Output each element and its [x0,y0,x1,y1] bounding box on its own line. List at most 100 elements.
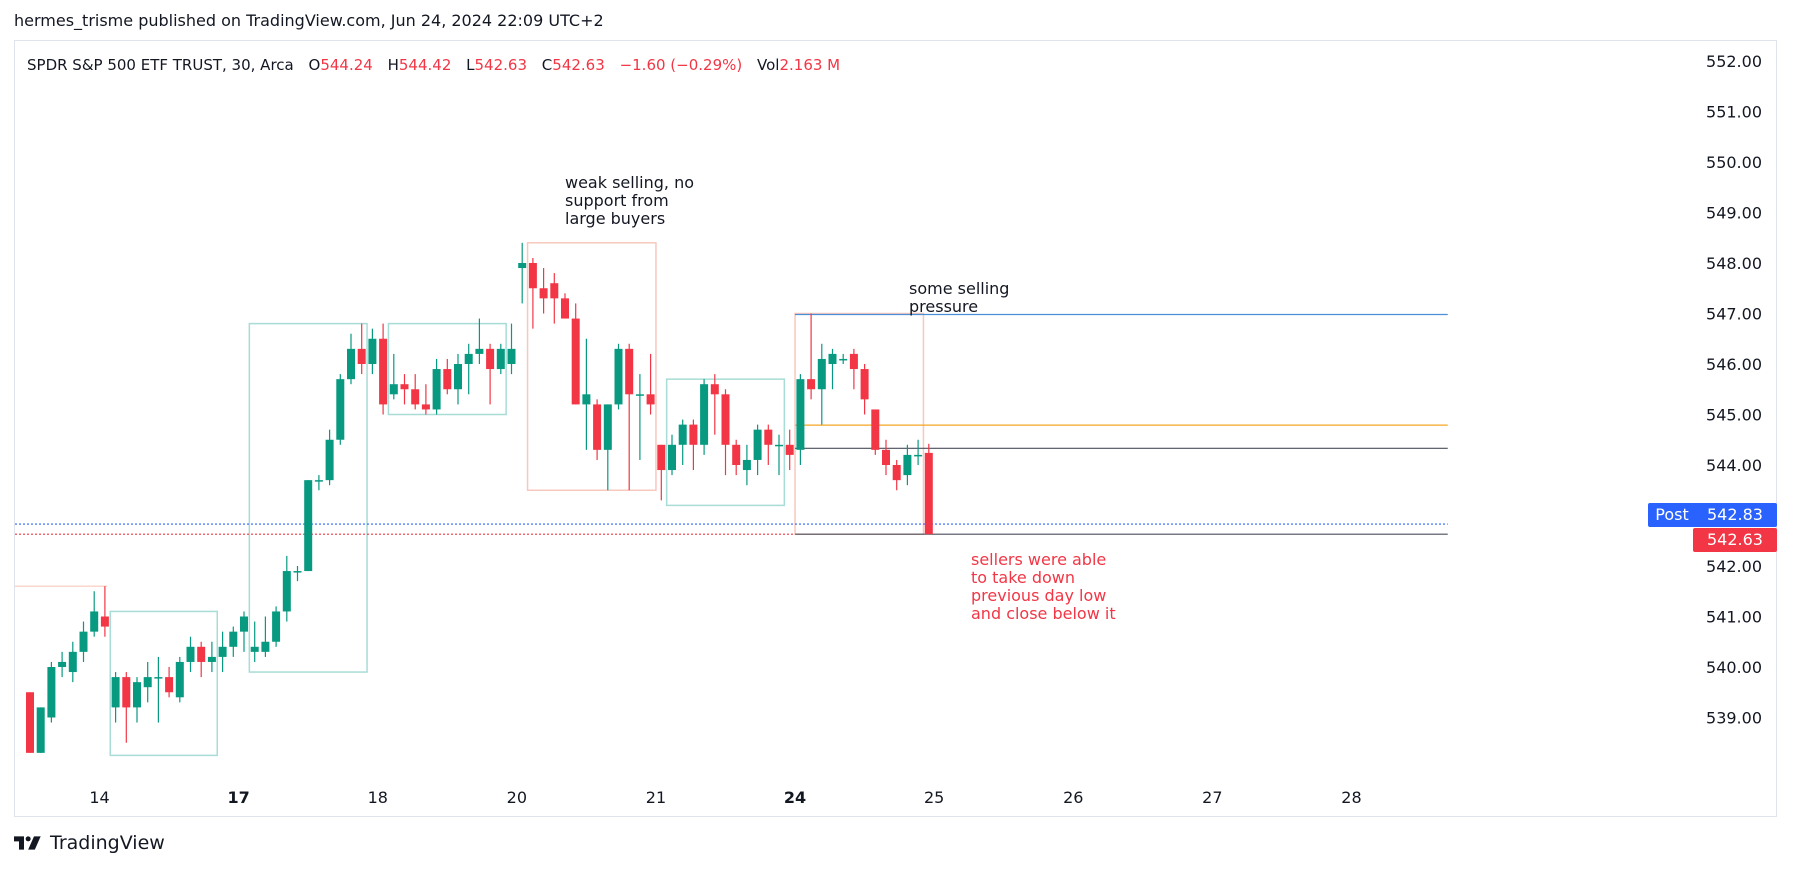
price-tick-label: 548.00 [1706,254,1762,273]
candle-body [454,364,462,390]
candle [882,439,890,476]
annotation-sellers[interactable]: sellers were able to take down previous … [971,550,1116,623]
candle-body [775,444,783,447]
candle-body [26,692,34,753]
candle-body [614,348,623,405]
candle-body [79,631,88,652]
candle-body [432,369,441,410]
candle-body [143,677,152,688]
candle [111,672,120,723]
low-label: L [466,56,475,74]
time-tick-label: 24 [784,788,806,807]
candle [914,439,923,465]
time-tick-label: 14 [89,788,109,807]
candle [518,242,527,304]
candle-body [68,651,77,673]
symbol-title[interactable]: SPDR S&P 500 ETF TRUST, 30, Arca [27,56,294,74]
candle [796,374,805,465]
candle [207,641,216,673]
candle [464,343,473,395]
candle-body [625,348,634,395]
candle [90,591,99,637]
candle-body [528,263,537,289]
close-label: C [541,56,553,74]
candle-body [111,677,120,708]
candle-body [817,358,826,390]
candle-body [165,677,174,693]
candle [561,293,569,319]
time-tick-label: 25 [924,788,944,807]
candle [122,672,131,743]
candle-body [207,656,216,662]
candle-body [710,384,719,395]
candle-body [871,409,880,450]
candle-body [347,348,355,380]
candle-body [753,429,762,460]
candle-body [796,379,805,450]
candle-body [903,454,912,476]
chart-panel[interactable] [14,40,1777,817]
candle [79,621,88,662]
price-tick-label: 544.00 [1706,456,1762,475]
candle [625,343,634,491]
high-value: 544.42 [398,56,452,74]
candle [871,409,880,455]
candle [229,626,238,657]
candle-body [785,444,794,455]
candle-body [475,348,484,354]
candle-body [47,667,56,718]
price-tick-label: 546.00 [1706,355,1762,374]
price-tick-label: 539.00 [1706,709,1762,728]
candle-body [700,384,709,445]
candle-body [807,379,816,390]
candle [700,379,709,455]
candle [571,303,580,405]
candle [325,429,334,486]
candle [100,586,109,637]
candle-body [892,465,901,481]
price-tick-label: 542.00 [1706,557,1762,576]
publisher-header: hermes_trisme published on TradingView.c… [14,11,604,30]
candles [26,242,933,753]
volume-value: 2.163 M [779,56,841,74]
candle [775,434,783,476]
candle [678,419,687,465]
candle [924,443,933,535]
candle [411,374,420,410]
candle [379,323,388,415]
close-value: 542.63 [552,56,605,74]
candle-body [582,394,591,405]
candle-body [240,616,248,632]
time-tick-label: 26 [1063,788,1083,807]
post-label-badge: Post [1648,503,1696,527]
candle [293,566,302,582]
candle-body [539,288,548,299]
candle-body [229,631,238,647]
footer-brand[interactable]: TradingView [14,832,165,854]
candle [753,424,762,476]
candle-body [389,384,398,395]
annotation-weak-selling[interactable]: weak selling, no support from large buye… [565,173,694,228]
candle [614,343,623,410]
candle [710,374,719,435]
candle [314,475,323,491]
candle-body [304,480,313,572]
candle [133,677,141,723]
candle [261,616,270,657]
candle [197,641,206,678]
candle-body [689,424,698,445]
price-tick-label: 547.00 [1706,305,1762,324]
time-tick-label: 28 [1341,788,1361,807]
candle-body [657,444,666,471]
candle-body [849,353,858,370]
price-tick-label: 541.00 [1706,608,1762,627]
candle-body [603,404,612,450]
candle [528,257,537,329]
candle [47,661,56,723]
range-box [248,322,368,673]
annotation-some-selling[interactable]: some selling pressure [909,279,1010,316]
candle [250,621,259,662]
price-axis: 539.00 540.00 541.00 542.00 544.00 545.00 546.… [1706,52,1762,728]
candle [36,707,45,753]
